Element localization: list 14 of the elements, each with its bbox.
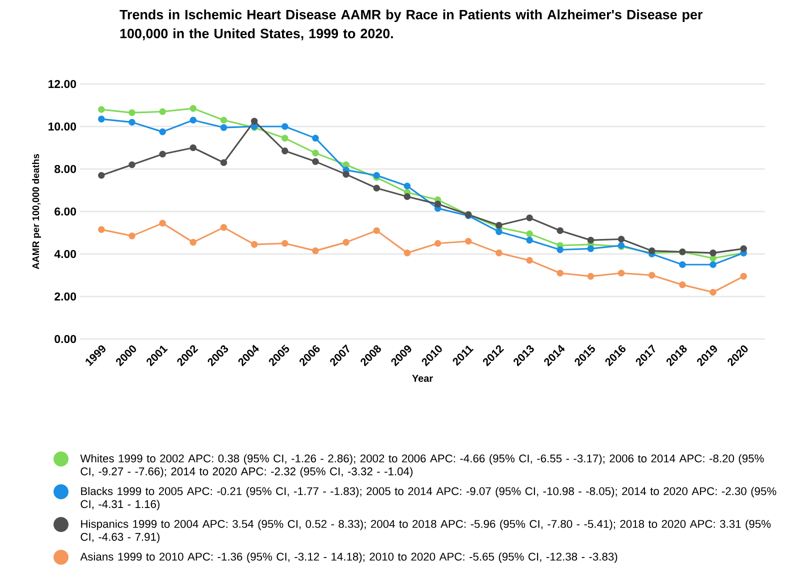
y-tick-label: 12.00 [48, 80, 76, 88]
legend-label: Blacks 1999 to 2005 APC: -0.21 (95% CI, -1.77 - -1.83); 2005 to 2014 APC: -9.07 (95% CI, -10.98 - -8.05); 2014 to 2020 APC: -2.30 (95% CI, -4.31 - 1.16) [80, 486, 776, 510]
legend-label: Hispanics 1999 to 2004 APC: 3.54 (95% CI, 0.52 - 8.33); 2004 to 2018 APC: -5.96 (95% CI, -7.80 - -5.41); 2018 to 2020 APC: 3.31 (95% CI, -4.63 - 7.91) [80, 520, 771, 544]
y-tick-label: 2.00 [54, 292, 76, 301]
y-tick-label: 4.00 [54, 250, 76, 258]
y-tick-label: 8.00 [54, 164, 76, 174]
y-tick-label: 10.00 [48, 122, 76, 131]
legend-label: Asians 1999 to 2010 APC: -1.36 (95% CI, -3.12 - 14.18); 2010 to 2020 APC: -5.65 (95% CI, -12.38 - -3.83) [80, 552, 618, 563]
y-axis-title: AAMR per 100,000 deaths [32, 154, 41, 270]
y-tick-label: 6.00 [54, 207, 76, 216]
y-tick-label: 0.00 [54, 334, 76, 344]
x-axis-title: Year [412, 374, 433, 382]
chart-title: Trends in Ischemic Heart Disease AAMR by Race in Patients with Alzheimer's Disease per 100,000 in the United States, 1999 to 2020. [120, 10, 702, 40]
legend-label: Whites 1999 to 2002 APC: 0.38 (95% CI, -1.26 - 2.86); 2002 to 2006 APC: -4.66 (95% CI, -6.55 - -3.17); 2006 to 2014 APC: -8.20 (95% CI, -9.27 - -7.66); 2014 to 2020 APC: -2.32 (95% CI, -3.32 - -1.04) [80, 454, 764, 478]
